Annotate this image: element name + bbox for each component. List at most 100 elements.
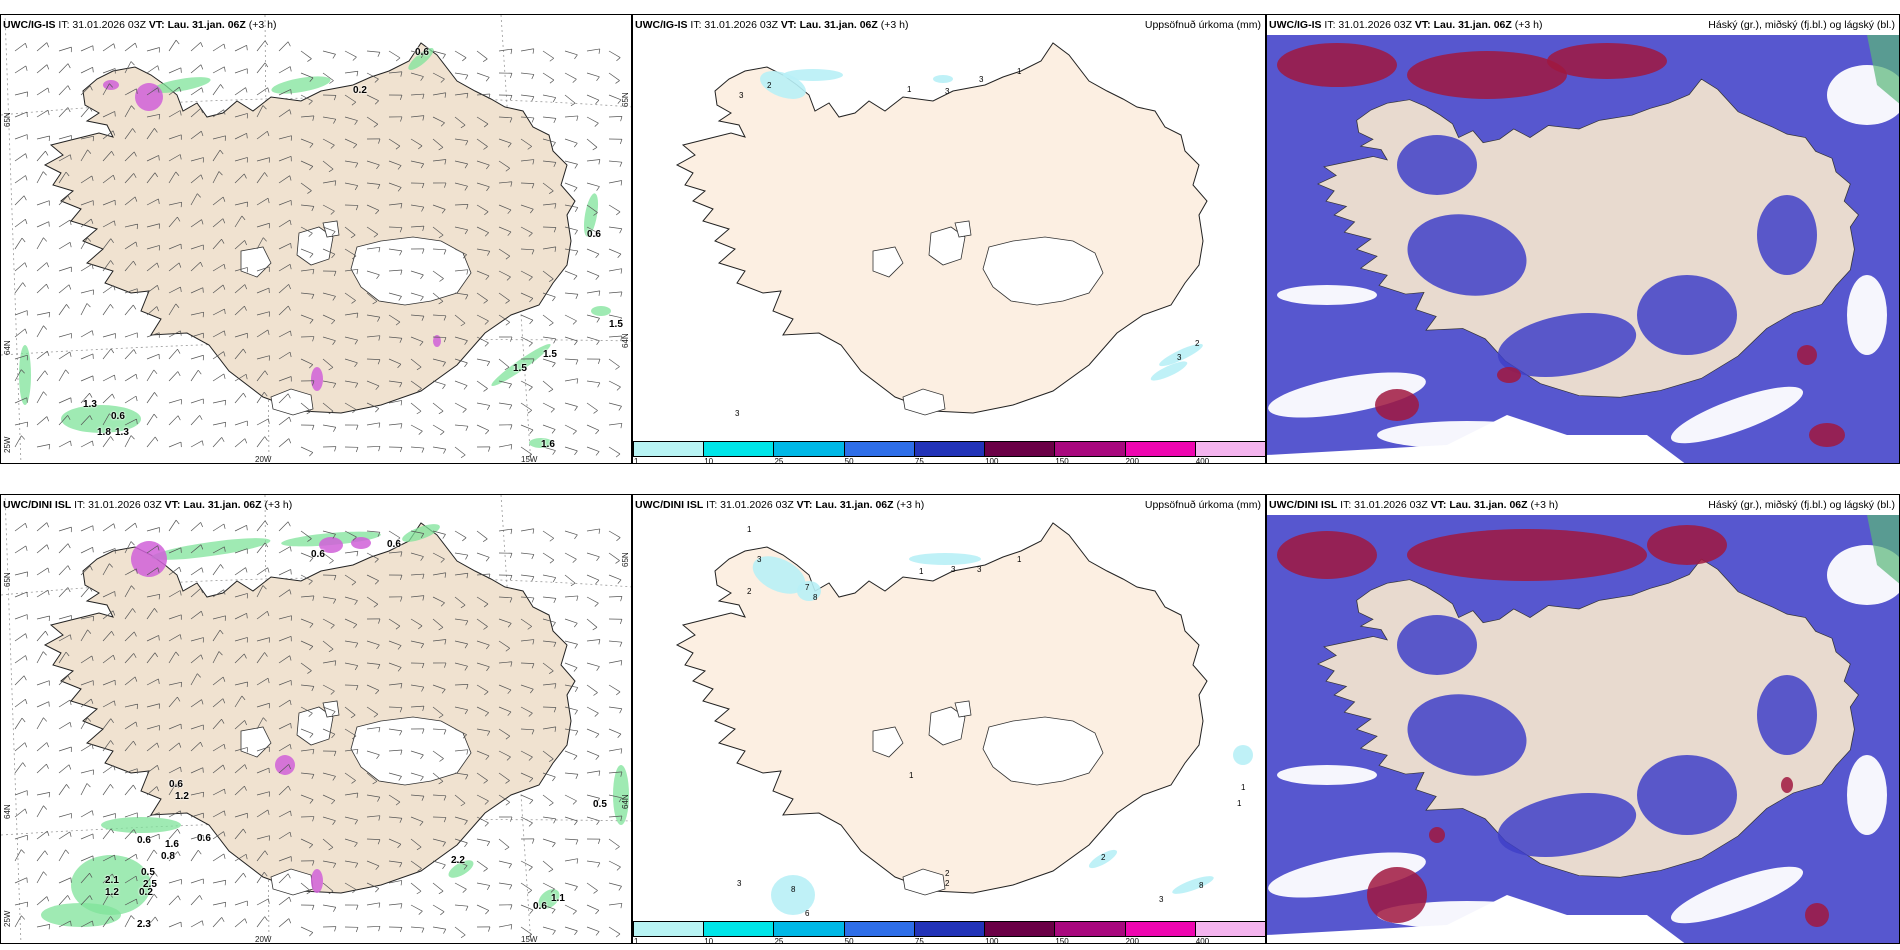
wind-barb	[400, 400, 403, 406]
wind-barb	[388, 618, 401, 627]
wind-barb	[410, 816, 424, 823]
wind-barb	[212, 718, 222, 730]
wind-barb	[14, 675, 25, 686]
wind-barb	[312, 860, 315, 866]
wind-barb	[212, 284, 224, 294]
wind-barb	[586, 424, 600, 431]
wind-barb	[308, 844, 313, 849]
wind-barb	[256, 329, 269, 338]
wind-barb	[322, 596, 336, 600]
wind-barb	[373, 233, 379, 238]
wind-barb	[70, 440, 72, 446]
wind-barb	[498, 772, 510, 781]
wind-barb	[510, 529, 513, 535]
wind-barb	[200, 108, 203, 114]
wind-barb	[586, 816, 600, 821]
wind-barb	[344, 226, 356, 236]
wind-barb	[14, 435, 22, 448]
wind-barb	[529, 909, 534, 914]
wind-barb	[212, 788, 225, 796]
wind-barb	[146, 849, 155, 862]
wind-barb	[486, 644, 490, 650]
wind-barb	[542, 816, 556, 820]
wind-barb	[476, 838, 490, 842]
panel-bot-mid: UWC/DINI ISL IT: 31.01.2026 03Z VT: Lau.…	[632, 494, 1266, 944]
wind-barb	[234, 68, 248, 74]
wind-barb	[564, 424, 577, 432]
colorbar-segment	[1124, 441, 1196, 457]
wind-barb	[201, 440, 204, 446]
wind-barb	[418, 910, 423, 915]
wind-barb	[442, 384, 446, 390]
wind-barb	[69, 699, 72, 706]
wind-barb	[388, 794, 401, 803]
wind-barb	[564, 662, 578, 669]
wind-barb	[356, 312, 359, 318]
wind-barb	[542, 574, 556, 578]
wind-barb	[146, 608, 155, 620]
wind-barb	[378, 926, 381, 932]
wind-barb	[510, 424, 513, 430]
wind-barb	[309, 557, 314, 562]
wind-barb	[574, 644, 578, 649]
wind-barb	[388, 336, 402, 339]
wind-barb	[520, 926, 532, 935]
wind-barb	[400, 203, 403, 209]
wind-barb	[67, 415, 71, 420]
wind-barb	[168, 921, 182, 928]
wind-barb	[432, 138, 444, 148]
colorbar-segment	[843, 921, 915, 937]
wind-barb	[190, 567, 202, 576]
wind-barb	[158, 678, 160, 684]
wind-barb	[388, 358, 402, 365]
clear-sky	[1277, 765, 1377, 785]
precip-label: 3	[945, 87, 950, 96]
wind-barb	[92, 616, 95, 622]
wind-barb	[616, 57, 621, 62]
wind-barb	[168, 828, 178, 840]
wind-barb	[498, 750, 511, 758]
wind-barb	[509, 95, 513, 101]
wind-barb	[112, 393, 115, 399]
wind-barb	[80, 135, 94, 140]
wind-barb	[58, 85, 69, 96]
wind-barb	[520, 159, 534, 162]
wind-barb	[80, 769, 94, 774]
wind-barb	[476, 314, 489, 322]
wind-barb	[594, 602, 599, 607]
wind-barb	[14, 195, 25, 206]
wind-barb	[201, 219, 204, 225]
wind-barb	[552, 362, 556, 368]
wind-barb	[410, 380, 422, 389]
wind-barb	[564, 446, 578, 452]
wind-barb	[442, 362, 446, 367]
wind-barb	[168, 171, 177, 184]
wind-barb	[25, 655, 28, 661]
wind-barb	[615, 691, 621, 696]
wind-barb	[420, 533, 425, 539]
wind-barb	[114, 111, 116, 117]
wind-barb	[454, 358, 468, 364]
wind-barb	[212, 437, 223, 448]
wind-barb	[454, 926, 466, 936]
wind-barb	[608, 684, 621, 693]
wind-barb	[432, 72, 445, 80]
wind-barb	[586, 226, 599, 234]
wind-barb	[527, 889, 532, 894]
wind-barb	[344, 248, 357, 257]
wind-barb	[212, 589, 224, 598]
wind-barb	[388, 551, 402, 554]
precip-area	[752, 556, 806, 594]
wind-barb	[322, 838, 334, 848]
wind-barb	[223, 523, 226, 529]
wind-barb	[548, 670, 554, 674]
wind-barb	[113, 175, 116, 181]
wind-barb	[586, 248, 600, 255]
wind-barb	[190, 174, 202, 184]
wind-barb	[234, 201, 248, 206]
wind-barb	[344, 574, 357, 583]
glacier-outline	[296, 226, 334, 266]
wind-barb	[133, 173, 137, 178]
wind-barb	[355, 927, 359, 933]
wind-barb	[300, 72, 314, 79]
